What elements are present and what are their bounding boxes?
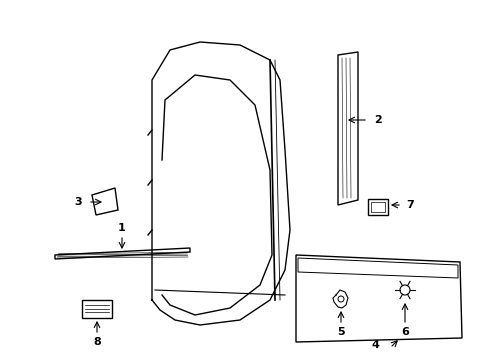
Text: 1: 1 — [118, 223, 125, 233]
Text: 2: 2 — [373, 115, 381, 125]
Text: 7: 7 — [406, 200, 413, 210]
Text: 3: 3 — [74, 197, 81, 207]
Text: 8: 8 — [93, 337, 101, 347]
Text: 5: 5 — [337, 327, 344, 337]
Text: 4: 4 — [370, 340, 378, 350]
Text: 6: 6 — [400, 327, 408, 337]
